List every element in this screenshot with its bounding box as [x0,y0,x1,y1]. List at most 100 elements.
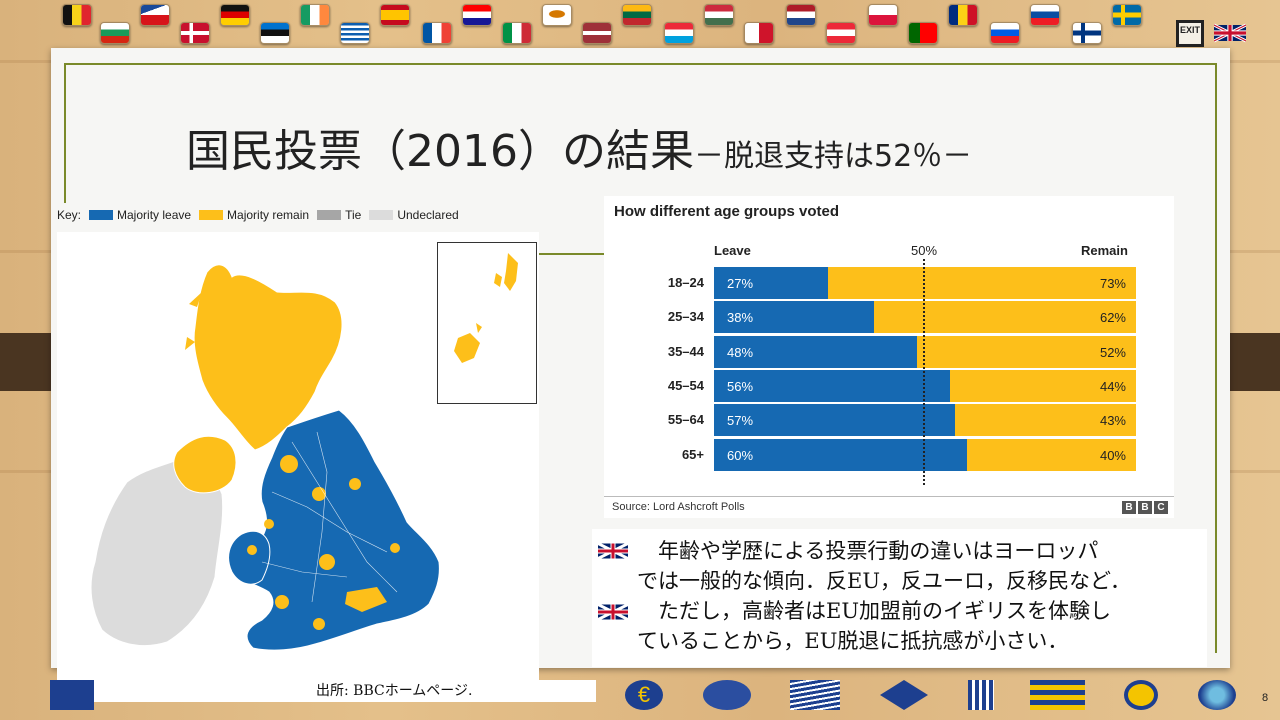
flag-poland-icon[interactable] [868,4,898,26]
age-group-label: 65+ [681,446,704,462]
frame-top [64,63,1217,65]
leave-value-label: 38% [727,310,754,326]
legend-leave-label: Majority leave [117,208,192,222]
eesc-icon[interactable] [1030,680,1085,710]
frame-left [64,63,66,203]
flag-estonia-icon[interactable] [260,22,290,44]
remain-value-label: 62% [1099,310,1126,326]
eib-icon[interactable] [1198,680,1236,710]
flag-romania-icon[interactable] [948,4,978,26]
bbc-logo: B B C [1122,501,1168,514]
leave-value-label: 27% [727,276,754,291]
eu-logo-icon[interactable] [50,680,94,710]
flag-slovakia-icon[interactable] [1030,4,1060,26]
flag-austria-icon[interactable] [826,22,856,44]
frame-connector [537,253,605,255]
leave-bar [714,301,875,334]
title-main: 国民投票（2016）の結果 [186,126,694,177]
flag-ireland-icon[interactable] [300,4,330,26]
flag-sweden-icon[interactable] [1112,4,1142,26]
map-legend: Key: Majority leave Majority remain Tie … [57,205,537,225]
age-group-label: 25–34 [667,309,704,325]
left-wood-band [0,333,55,391]
remain-bar [916,335,1136,368]
flag-czech-icon[interactable] [140,4,170,26]
uk-flag-bullet-icon [598,542,628,560]
flag-denmark-icon[interactable] [180,22,210,44]
flag-slovenia-icon[interactable] [990,22,1020,44]
remain-bar [967,438,1136,471]
cor-icon[interactable] [1124,680,1158,710]
bbc-letter-2: B [1138,501,1152,514]
shetland-inset-map [437,242,537,404]
map-source: 出所: BBCホームページ. [316,680,596,702]
legend-swatch-undeclared [369,210,394,220]
legend-tie-label: Tie [345,208,362,222]
leave-bar [714,369,951,402]
title-sub: －脱退支持は52％－ [693,139,973,174]
remain-value-label: 43% [1099,413,1126,429]
remain-value-label: 52% [1099,344,1126,360]
remain-bar [950,369,1136,402]
legend-undeclared-label: Undeclared [397,208,459,222]
legend-swatch-leave [89,210,114,220]
note-line-3: ただし，高齢者はEU加盟前のイギリスを体験し [637,599,1112,623]
remain-bar [954,404,1136,437]
age-group-label: 45–54 [667,377,704,393]
page-title: 国民投票（2016）の結果－脱退支持は52％－ [186,115,1106,179]
leave-value-label: 48% [727,344,754,360]
flag-lithuania-icon[interactable] [622,4,652,26]
council-icon[interactable] [880,680,928,710]
age-group-label: 55–64 [667,412,704,428]
ecb-euro-icon[interactable]: € [625,680,663,710]
flag-cyprus-icon[interactable] [542,4,572,26]
age-groups-chart: How different age groups voted Leave 50%… [604,196,1174,518]
court-of-justice-icon[interactable] [703,680,751,710]
flag-malta-icon[interactable] [744,22,774,44]
flag-germany-icon[interactable] [220,4,250,26]
flag-finland-icon[interactable] [1072,22,1102,44]
remain-bar [827,267,1136,299]
leave-bar [714,404,955,437]
leave-bar [714,335,917,368]
frame-right [1215,63,1217,653]
flag-bulgaria-icon[interactable] [100,22,130,44]
flag-portugal-icon[interactable] [908,22,938,44]
uk-map-svg [90,264,440,651]
remain-header: Remain [1081,243,1128,258]
commission-icon[interactable] [968,680,994,710]
flag-latvia-icon[interactable] [582,22,612,44]
exit-label: EXIT [1179,25,1200,35]
uk-flag-icon[interactable] [1214,22,1246,44]
remain-bar [874,301,1136,334]
legend-remain-label: Majority remain [227,208,310,222]
leave-value-label: 57% [727,413,754,429]
chart-divider [604,496,1174,497]
leave-value-label: 56% [727,378,754,394]
inset-svg [454,253,518,363]
chart-source: Source: Lord Ashcroft Polls [612,501,745,513]
exit-button[interactable]: EXIT [1176,20,1204,47]
flag-netherlands-icon[interactable] [786,4,816,26]
fifty-header: 50% [911,243,938,258]
note-line-4: ていることから，EU脱退に抵抗感が小さい． [637,629,1069,653]
flag-italy-icon[interactable] [502,22,532,44]
leave-header: Leave [714,243,751,258]
chart-title: How different age groups voted [614,203,840,220]
flag-france-icon[interactable] [422,22,452,44]
bbc-letter-3: C [1154,501,1168,514]
age-group-label: 18–24 [667,275,704,290]
flag-spain-icon[interactable] [380,4,410,26]
note-line-1: 年齢や学歴による投票行動の違いはヨーロッパ [637,539,1099,563]
leave-bar [714,267,828,299]
flag-hungary-icon[interactable] [704,4,734,26]
uk-flag-bullet-icon [598,603,628,621]
flag-greece-icon[interactable] [340,22,370,44]
flag-belgium-icon[interactable] [62,4,92,26]
flag-croatia-icon[interactable] [462,4,492,26]
european-parliament-icon[interactable] [790,680,840,710]
note-line-2: では一般的な傾向．反EU，反ユーロ，反移民など． [637,569,1131,593]
flag-luxembourg-icon[interactable] [664,22,694,44]
remain-value-label: 40% [1099,447,1126,463]
notes-box: 年齢や学歴による投票行動の違いはヨーロッパ では一般的な傾向．反EU，反ユーロ，… [592,529,1207,667]
